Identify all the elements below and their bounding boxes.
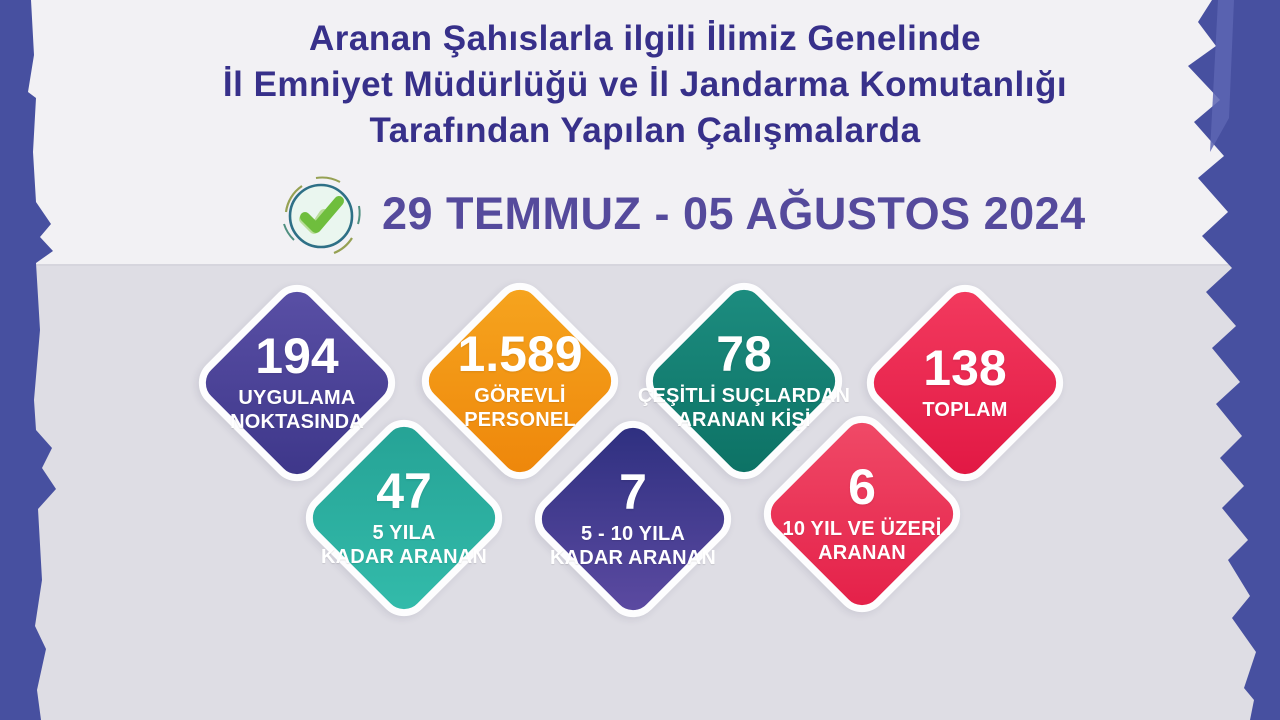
stat-value: 1.589 [457, 326, 583, 383]
stat-value: 47 [376, 463, 432, 520]
stat-value: 7 [619, 464, 647, 521]
stat-label: GÖREVLİ PERSONEL [464, 385, 576, 431]
check-circle-icon [283, 176, 361, 255]
title-line-1: Aranan Şahıslarla ilgili İlimiz Genelind… [308, 19, 982, 58]
stat-content: 78 ÇEŞİTLİ SUÇLARDAN ARANAN KİŞİ [638, 311, 850, 451]
stat-content: 138 TOPLAM [895, 313, 1035, 453]
stat-content: 6 10 YIL VE ÜZERİ ARANAN [783, 444, 942, 584]
date-range-text: 29 TEMMUZ - 05 AĞUSTOS 2024 [382, 188, 1086, 239]
stat-label: UYGULAMA NOKTASINDA [230, 387, 364, 433]
stat-content: 194 UYGULAMA NOKTASINDA [227, 313, 367, 453]
stat-value: 194 [255, 328, 339, 385]
title-line-2: İl Emniyet Müdürlüğü ve İl Jandarma Komu… [222, 65, 1068, 104]
stat-content: 1.589 GÖREVLİ PERSONEL [450, 311, 590, 451]
stat-value: 138 [923, 340, 1007, 397]
stat-label: TOPLAM [922, 399, 1008, 422]
date-banner: 29 TEMMUZ - 05 AĞUSTOS 2024 [278, 172, 1118, 264]
page-title: Aranan Şahıslarla ilgili İlimiz Genelind… [140, 16, 1150, 154]
stat-label: 5 YILA KADAR ARANAN [320, 522, 488, 568]
title-line-3: Tarafından Yapılan Çalışmalarda [369, 111, 921, 150]
stat-label: 10 YIL VE ÜZERİ ARANAN [782, 518, 942, 564]
stat-value: 78 [716, 326, 772, 383]
stat-value: 6 [848, 459, 876, 516]
stat-content: 47 5 YILA KADAR ARANAN [321, 448, 487, 588]
stat-content: 7 5 - 10 YILA KADAR ARANAN [550, 449, 716, 589]
stat-label: ÇEŞİTLİ SUÇLARDAN ARANAN KİŞİ [637, 385, 851, 431]
stat-label: 5 - 10 YILA KADAR ARANAN [549, 523, 717, 569]
header-background [0, 0, 1280, 266]
